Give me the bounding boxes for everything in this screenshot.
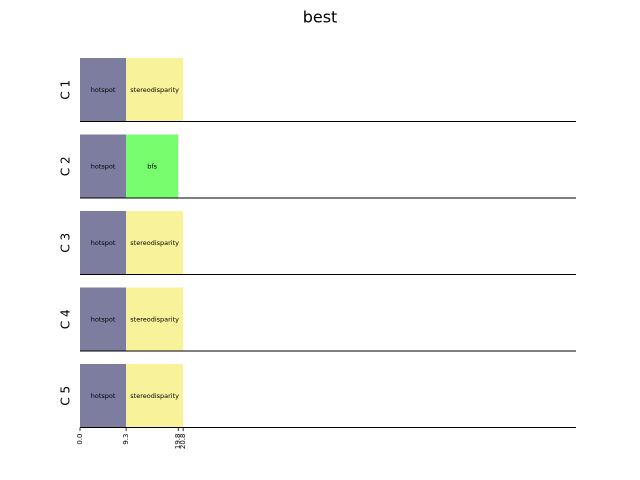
- x-tick-label: 9.3: [122, 434, 130, 445]
- segment: [80, 364, 127, 428]
- segment: [126, 211, 184, 275]
- segment-label: bfs: [147, 162, 157, 170]
- row-label: C 4: [59, 309, 73, 329]
- x-tick-label: 0.0: [76, 434, 84, 445]
- segment-label: stereodisparity: [130, 392, 179, 400]
- segment: [80, 287, 127, 351]
- row-label: C 2: [59, 156, 73, 176]
- row-label: C 1: [59, 80, 73, 100]
- segment-label: hotspot: [91, 392, 116, 400]
- segment: [126, 287, 184, 351]
- row-label: C 5: [59, 386, 73, 406]
- segment-label: hotspot: [91, 315, 116, 323]
- segment: [80, 211, 127, 275]
- chart-title: best: [303, 8, 338, 27]
- segment: [80, 134, 127, 198]
- segment-label: stereodisparity: [130, 315, 179, 323]
- x-tick-label: 20.8: [179, 434, 187, 450]
- segment: [80, 58, 127, 122]
- segment-label: hotspot: [91, 162, 116, 170]
- segment: [126, 134, 179, 198]
- segment-label: hotspot: [91, 239, 116, 247]
- segment-label: stereodisparity: [130, 239, 179, 247]
- segment: [126, 58, 184, 122]
- segment-label: hotspot: [91, 86, 116, 94]
- x-tick-label: 19.8: [174, 434, 182, 450]
- row-label: C 3: [59, 233, 73, 253]
- segment: [126, 364, 184, 428]
- segment-label: stereodisparity: [130, 86, 179, 94]
